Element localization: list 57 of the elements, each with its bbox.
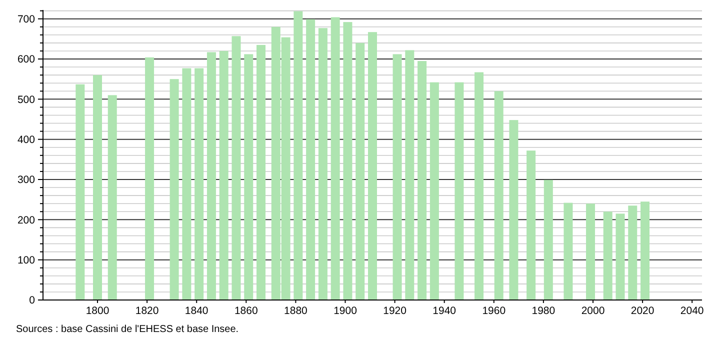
y-tick-label: 300 <box>17 174 36 186</box>
x-tick-label: 2040 <box>680 305 704 317</box>
bar <box>108 95 117 300</box>
bar <box>170 79 179 300</box>
bar <box>93 75 102 300</box>
bar <box>194 68 204 300</box>
bar <box>330 17 340 300</box>
y-tick-label: 600 <box>17 54 36 66</box>
x-tick-label: 1940 <box>432 305 456 317</box>
x-tick-label: 1840 <box>184 305 208 317</box>
x-tick-label: 1880 <box>284 305 308 317</box>
bar <box>356 42 365 300</box>
x-tick-label: 1960 <box>482 305 506 317</box>
x-tick-label: 1900 <box>334 305 358 317</box>
bar <box>182 68 192 300</box>
bar <box>418 61 427 300</box>
y-tick-label: 500 <box>17 94 36 106</box>
y-tick-label: 400 <box>17 134 36 146</box>
bar <box>564 202 573 300</box>
source-note: Sources : base Cassini de l'EHESS et base Insee. <box>16 324 239 335</box>
x-tick-label: 1980 <box>532 305 556 317</box>
bar <box>640 202 650 300</box>
bar <box>628 206 638 300</box>
x-tick-label: 1820 <box>135 305 159 317</box>
bar <box>603 212 612 300</box>
bar <box>494 91 504 300</box>
bar <box>544 180 553 300</box>
bar <box>145 57 154 300</box>
bar <box>392 54 402 300</box>
y-tick-label: 0 <box>29 294 36 307</box>
bar <box>244 54 254 300</box>
x-tick-label: 2000 <box>581 305 605 317</box>
bar <box>206 52 216 300</box>
y-tick-label: 100 <box>17 254 36 267</box>
bar <box>256 44 266 300</box>
x-tick-label: 1920 <box>383 305 407 317</box>
bar <box>368 32 377 300</box>
bar <box>343 22 352 300</box>
bar <box>318 28 328 300</box>
bar <box>405 50 414 300</box>
x-tick-label: 1860 <box>234 305 258 317</box>
bar <box>616 214 625 300</box>
bar <box>232 36 241 300</box>
bar <box>306 19 316 300</box>
bar <box>76 84 85 300</box>
bar <box>454 82 464 300</box>
bar <box>509 120 518 300</box>
bar <box>219 50 228 300</box>
y-tick-label: 200 <box>17 214 36 226</box>
bar <box>586 204 596 300</box>
x-tick-label: 1800 <box>86 305 110 317</box>
bar <box>474 72 484 300</box>
x-tick-label: 2020 <box>630 305 654 317</box>
bar <box>430 82 439 300</box>
y-tick-label: 700 <box>17 14 36 26</box>
bar <box>294 11 303 300</box>
bar <box>526 150 536 300</box>
